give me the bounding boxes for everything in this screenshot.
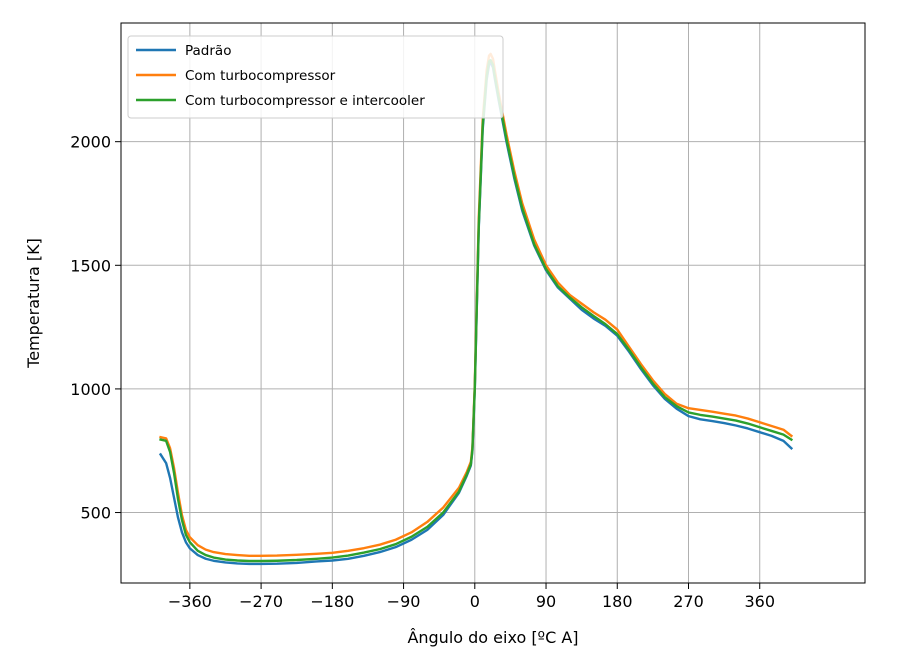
x-tick-label: 90 [536,592,556,611]
x-tick-label: 0 [470,592,480,611]
legend-label: Padrão [185,43,231,59]
y-tick-label: 500 [80,504,111,523]
y-axis-ticks: 500 1000 1500 2000 [70,133,121,523]
legend-label: Com turbocompressor [185,68,336,84]
legend-box [127,35,504,119]
y-tick-label: 1000 [70,380,111,399]
x-tick-label: −270 [239,592,283,611]
series-lines [158,52,794,566]
legend-label: Com turbocompressor e intercooler [185,93,425,109]
x-tick-label: 270 [673,592,704,611]
x-tick-label: −180 [310,592,354,611]
y-axis-label: Temperatura [K] [24,238,43,369]
x-axis-ticks: −360 −270 −180 −90 0 90 180 270 360 [168,583,775,611]
x-tick-label: 360 [744,592,775,611]
plot-area-frame [120,22,866,584]
y-tick-label: 2000 [70,133,111,152]
y-tick-label: 1500 [70,256,111,275]
x-tick-label: 180 [602,592,633,611]
x-tick-label: −90 [387,592,421,611]
x-axis-label: Ângulo do eixo [ºC A] [407,628,578,647]
series-line-2 [159,58,794,563]
x-tick-label: −360 [168,592,212,611]
legend: Padrão Com turbocompressor Com turbocompre… [127,35,504,119]
